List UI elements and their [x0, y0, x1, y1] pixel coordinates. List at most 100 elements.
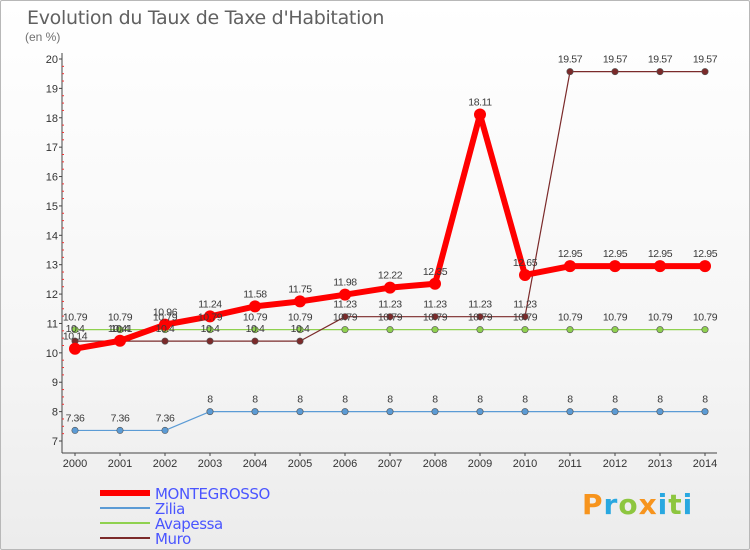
- data-point-montegrosso: [114, 334, 126, 347]
- data-point-muro: [656, 68, 664, 76]
- y-tick-label: 18: [46, 113, 58, 125]
- data-label-muro: 10.4: [291, 323, 310, 335]
- data-point-muro: [206, 337, 214, 345]
- legend-label: MONTEGROSSO: [155, 485, 270, 503]
- data-point-avapessa: [296, 326, 304, 334]
- data-point-avapessa: [386, 326, 394, 334]
- data-label-muro: 11.23: [333, 299, 357, 311]
- data-label-avapessa: 10.79: [288, 312, 313, 324]
- data-point-montegrosso: [69, 342, 81, 355]
- data-point-muro: [611, 68, 619, 76]
- data-point-avapessa: [476, 326, 484, 334]
- legend-swatch: [100, 490, 150, 496]
- data-point-montegrosso: [429, 277, 441, 290]
- y-tick-label: 11: [47, 318, 58, 330]
- data-point-zilia: [701, 408, 709, 416]
- data-label-muro: 10.4: [66, 323, 85, 335]
- data-label-zilia: 8: [612, 394, 618, 406]
- data-label-muro: 10.4: [246, 323, 265, 335]
- x-tick-label: 2010: [513, 458, 537, 470]
- data-label-avapessa: 10.79: [378, 312, 403, 324]
- chart-title: Evolution du Taux de Taxe d'Habitation: [27, 7, 385, 29]
- data-label-avapessa: 10.79: [648, 312, 673, 324]
- data-label-montegrosso: 10.41: [108, 323, 133, 335]
- data-label-zilia: 7.36: [111, 412, 130, 424]
- proxiti-logo: Proxiti: [582, 488, 693, 521]
- data-point-zilia: [161, 426, 169, 434]
- data-label-muro: 19.57: [648, 54, 673, 66]
- legend-item-avapessa: Avapessa: [100, 515, 360, 533]
- data-point-muro: [296, 337, 304, 345]
- data-label-avapessa: 10.79: [243, 312, 268, 324]
- y-tick-label: 20: [46, 54, 58, 66]
- y-tick-label: 10: [46, 348, 58, 360]
- legend-swatch: [100, 522, 150, 524]
- data-point-muro: [251, 337, 259, 345]
- data-label-muro: 11.23: [468, 299, 492, 311]
- data-point-zilia: [341, 408, 349, 416]
- data-label-zilia: 8: [477, 394, 483, 406]
- data-label-avapessa: 10.79: [513, 312, 538, 324]
- brand-letter: o: [618, 488, 639, 521]
- data-point-muro: [566, 68, 574, 76]
- data-point-montegrosso: [564, 260, 576, 273]
- data-label-zilia: 8: [387, 394, 393, 406]
- data-point-avapessa: [251, 326, 259, 334]
- data-point-zilia: [566, 408, 574, 416]
- brand-letter: x: [638, 488, 658, 521]
- data-point-avapessa: [431, 326, 439, 334]
- data-label-montegrosso: 11.98: [333, 277, 357, 289]
- data-label-avapessa: 10.79: [693, 312, 718, 324]
- data-label-zilia: 8: [432, 394, 438, 406]
- data-point-muro: [521, 313, 529, 321]
- data-point-montegrosso: [339, 288, 351, 301]
- x-tick-label: 2006: [333, 458, 357, 470]
- data-point-avapessa: [206, 326, 214, 334]
- data-label-muro: 19.57: [603, 54, 628, 66]
- x-tick-label: 2004: [243, 458, 267, 470]
- data-point-montegrosso: [654, 260, 666, 273]
- data-label-muro: 10.4: [111, 323, 130, 335]
- data-label-montegrosso: 12.95: [648, 248, 673, 260]
- data-point-avapessa: [611, 326, 619, 334]
- data-point-muro: [161, 337, 169, 345]
- x-tick-label: 2011: [558, 458, 582, 470]
- y-tick-label: 15: [46, 201, 58, 213]
- data-label-avapessa: 10.79: [153, 312, 178, 324]
- data-point-muro: [431, 313, 439, 321]
- y-tick-label: 13: [46, 260, 58, 272]
- y-tick-label: 8: [52, 407, 58, 419]
- data-label-montegrosso: 12.95: [693, 248, 718, 260]
- data-point-montegrosso: [609, 260, 621, 273]
- y-tick-label: 17: [46, 142, 58, 154]
- data-label-avapessa: 10.79: [108, 312, 133, 324]
- data-label-montegrosso: 18.11: [468, 97, 492, 109]
- y-tick-label: 19: [46, 83, 58, 95]
- data-point-zilia: [206, 408, 214, 416]
- data-label-zilia: 8: [342, 394, 348, 406]
- data-point-zilia: [521, 408, 529, 416]
- data-label-montegrosso: 12.95: [558, 248, 583, 260]
- data-point-montegrosso: [294, 295, 306, 308]
- data-label-montegrosso: 12.95: [603, 248, 628, 260]
- data-label-zilia: 8: [252, 394, 258, 406]
- data-label-montegrosso: 11.75: [288, 283, 312, 295]
- data-point-montegrosso: [249, 300, 261, 313]
- data-point-avapessa: [71, 326, 79, 334]
- data-label-zilia: 8: [207, 394, 213, 406]
- data-label-avapessa: 10.79: [63, 312, 88, 324]
- data-label-muro: 11.23: [423, 299, 447, 311]
- data-point-muro: [476, 313, 484, 321]
- data-point-zilia: [386, 408, 394, 416]
- data-label-avapessa: 10.79: [198, 312, 223, 324]
- data-label-montegrosso: 12.22: [378, 270, 403, 282]
- y-tick-label: 12: [46, 289, 58, 301]
- data-label-zilia: 8: [567, 394, 573, 406]
- data-label-avapessa: 10.79: [423, 312, 448, 324]
- data-label-zilia: 8: [297, 394, 303, 406]
- data-point-avapessa: [341, 326, 349, 334]
- data-point-zilia: [476, 408, 484, 416]
- data-label-avapessa: 10.79: [468, 312, 493, 324]
- data-label-montegrosso: 12.35: [423, 266, 448, 278]
- x-tick-label: 2014: [693, 458, 717, 470]
